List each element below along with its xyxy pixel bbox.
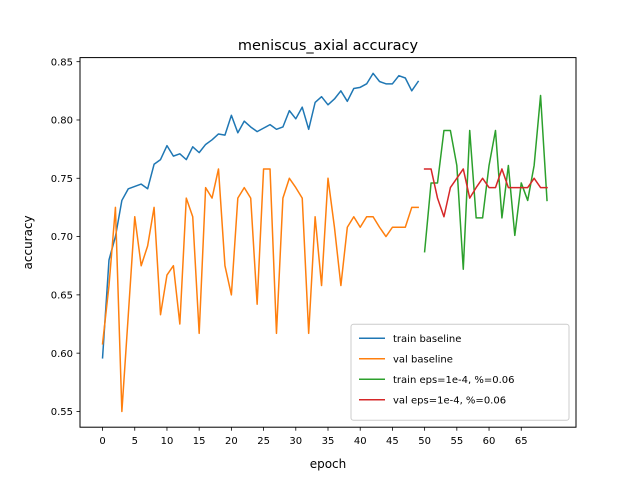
series-line-4 — [423, 168, 548, 218]
x-tick-label: 25 — [257, 436, 270, 447]
series-line-2 — [101, 168, 419, 413]
y-tick-label: 0.75 — [51, 174, 73, 185]
x-tick-label: 35 — [322, 436, 335, 447]
legend-label: train eps=1e-4, %=0.06 — [393, 375, 515, 386]
y-axis-label: accuracy — [21, 215, 35, 269]
x-tick-label: 30 — [289, 436, 302, 447]
x-tick-label: 40 — [354, 436, 367, 447]
plot-lines — [101, 72, 548, 413]
x-tick-label: 15 — [193, 436, 206, 447]
x-tick-label: 60 — [483, 436, 496, 447]
y-axis-ticks: 0.55 0.60 0.65 0.70 0.75 0.80 0.85 — [51, 57, 80, 418]
x-tick-label: 65 — [515, 436, 528, 447]
legend: train baseline val baseline train eps=1e-4… — [350, 323, 570, 421]
y-tick-label: 0.70 — [51, 232, 73, 243]
legend-label: train baseline — [393, 334, 461, 345]
y-tick-label: 0.55 — [51, 407, 73, 418]
x-tick-label: 5 — [132, 436, 138, 447]
y-tick-label: 0.65 — [51, 290, 73, 301]
y-tick-label: 0.85 — [51, 57, 73, 68]
series-line-3 — [423, 94, 548, 270]
y-tick-label: 0.60 — [51, 349, 73, 360]
legend-label: val eps=1e-4, %=0.06 — [393, 396, 506, 407]
x-tick-label: 10 — [161, 436, 174, 447]
legend-box — [350, 323, 570, 421]
x-axis-label: epoch — [310, 457, 347, 471]
y-tick-label: 0.80 — [51, 116, 73, 127]
chart-title: meniscus_axial accuracy — [238, 38, 419, 54]
x-tick-label: 55 — [450, 436, 463, 447]
x-tick-label: 20 — [225, 436, 238, 447]
x-axis-ticks: 0 5 10 15 20 25 30 35 40 45 50 55 60 65 — [99, 427, 528, 447]
x-tick-label: 45 — [386, 436, 399, 447]
series-line-1 — [101, 72, 420, 359]
x-tick-label: 50 — [418, 436, 431, 447]
x-tick-label: 0 — [99, 436, 105, 447]
legend-label: val baseline — [393, 355, 453, 366]
